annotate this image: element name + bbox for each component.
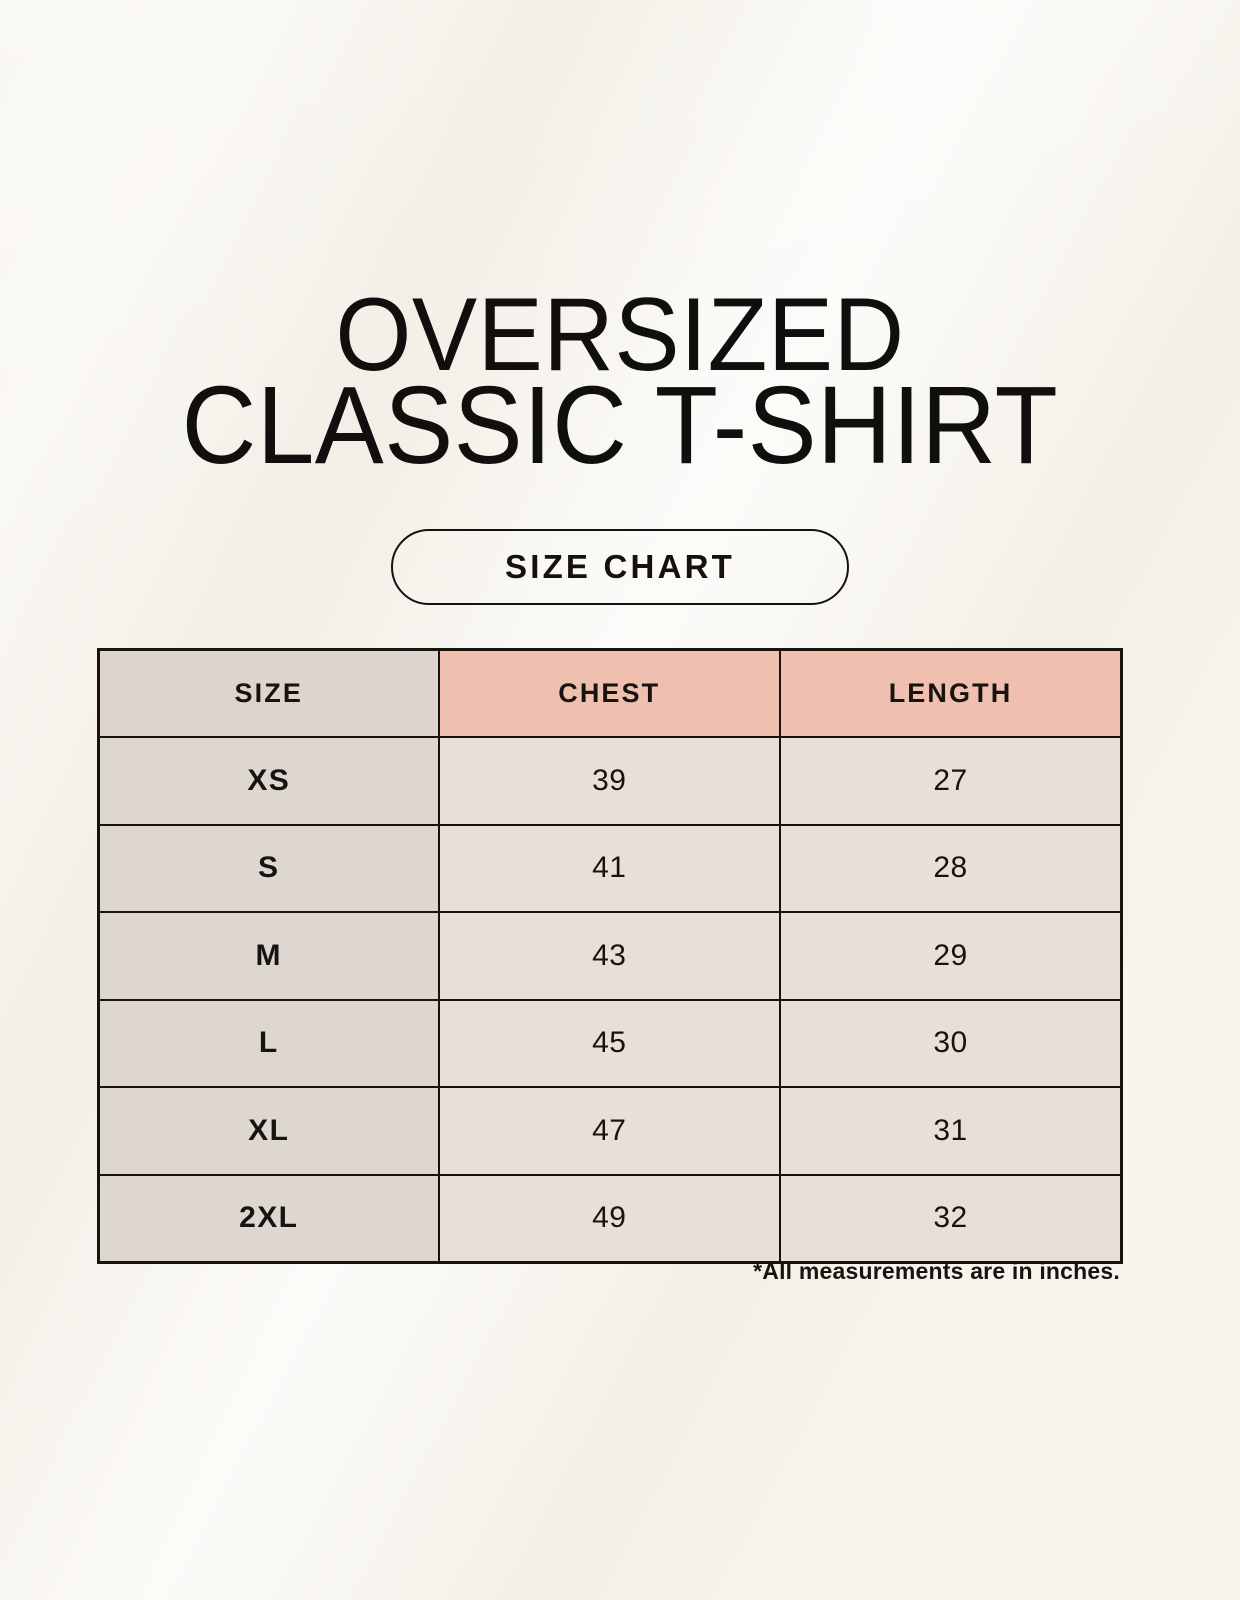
table-row: XL 47 31: [97, 1086, 1123, 1176]
cell-chest: 41: [437, 823, 781, 913]
column-header-chest: CHEST: [437, 648, 781, 738]
page-title-line-2: CLASSIC T-SHIRT: [181, 363, 1059, 487]
table-row: M 43 29: [97, 911, 1123, 1001]
cell-size: L: [97, 998, 440, 1088]
cell-chest: 45: [437, 998, 781, 1088]
page-title-line-1: OVERSIZED: [335, 277, 905, 393]
measurement-unit-footnote: *All measurements are in inches.: [753, 1258, 1120, 1284]
table-body: XS 39 27 S 41 28 M 43 29 L 45 30 XL 47: [97, 736, 1123, 1264]
cell-length: 31: [779, 1086, 1123, 1176]
table-header: SIZE CHEST LENGTH: [97, 648, 1123, 738]
column-header-length: LENGTH: [779, 648, 1123, 738]
cell-length: 27: [779, 736, 1123, 826]
size-chart-table: SIZE CHEST LENGTH XS 39 27 S 41 28 M 43 …: [97, 648, 1123, 1264]
size-chart-badge: SIZE CHART: [391, 529, 849, 605]
column-header-size: SIZE: [97, 648, 440, 738]
cell-length: 30: [779, 998, 1123, 1088]
cell-chest: 49: [437, 1173, 781, 1264]
cell-size: XS: [97, 736, 440, 826]
cell-size: XL: [97, 1086, 440, 1176]
cell-length: 29: [779, 911, 1123, 1001]
table-header-row: SIZE CHEST LENGTH: [97, 648, 1123, 738]
table-row: XS 39 27: [97, 736, 1123, 826]
cell-length: 28: [779, 823, 1123, 913]
cell-chest: 43: [437, 911, 781, 1001]
cell-chest: 47: [437, 1086, 781, 1176]
cell-size: M: [97, 911, 440, 1001]
size-chart-badge-label: SIZE CHART: [505, 548, 735, 585]
table-row: L 45 30: [97, 998, 1123, 1088]
cell-chest: 39: [437, 736, 781, 826]
table-row: 2XL 49 32: [97, 1173, 1123, 1264]
cell-size: S: [97, 823, 440, 913]
table-row: S 41 28: [97, 823, 1123, 913]
cell-size: 2XL: [97, 1173, 440, 1264]
cell-length: 32: [779, 1173, 1123, 1264]
page-title: OVERSIZED CLASSIC T-SHIRT: [0, 277, 1240, 487]
